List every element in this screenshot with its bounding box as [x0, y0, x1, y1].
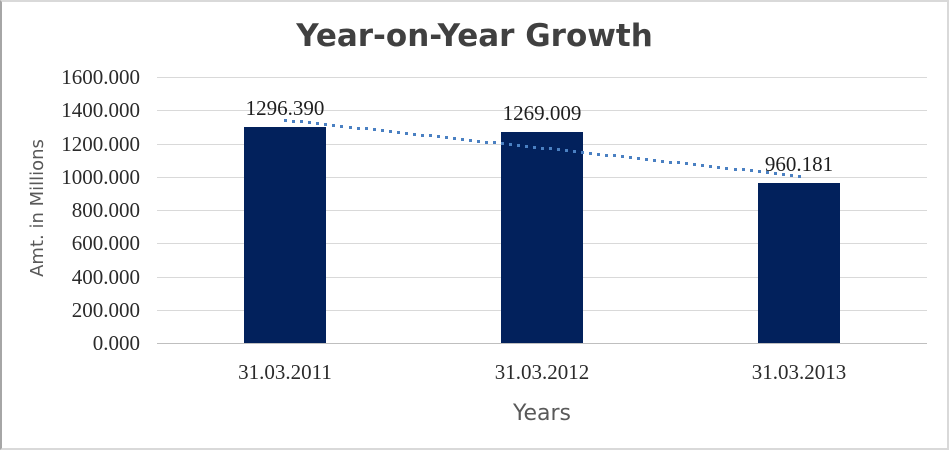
trendline-dot: [421, 134, 424, 137]
trendline-dot: [766, 171, 769, 174]
trendline-dot: [525, 145, 528, 148]
trendline-dot: [742, 168, 745, 171]
trendline-dot: [725, 167, 728, 170]
trendline-dot: [469, 139, 472, 142]
trendline-dot: [533, 146, 536, 149]
trendline-dot: [292, 120, 295, 123]
trendline-dot: [677, 161, 680, 164]
trendline-dot: [501, 142, 504, 145]
trendline-dot: [758, 170, 761, 173]
bar: [758, 183, 840, 343]
trendline-dot: [581, 151, 584, 154]
trendline-dot: [493, 141, 496, 144]
trendline-dot: [573, 150, 576, 153]
x-tick-label: 31.03.2011: [238, 360, 332, 384]
trendline-dot: [750, 169, 753, 172]
trendline-dot: [653, 159, 656, 162]
trendline-dot: [340, 125, 343, 128]
x-axis-line: [157, 343, 927, 344]
trendline-dot: [332, 124, 335, 127]
trendline-dot: [413, 133, 416, 136]
trendline-dot: [405, 132, 408, 135]
trendline-dot: [357, 127, 360, 130]
trendline-dot: [517, 144, 520, 147]
x-tick-label: 31.03.2012: [494, 360, 590, 384]
trendline-dot: [389, 130, 392, 133]
trendline-dot: [445, 136, 448, 139]
trendline-dot: [453, 137, 456, 140]
trendline-dot: [629, 156, 632, 159]
trendline-dot: [790, 174, 793, 177]
trendline-dot: [589, 152, 592, 155]
trendline-dot: [782, 173, 785, 176]
bar-data-label: 960.181: [764, 152, 834, 176]
trendline-dot: [798, 175, 801, 178]
trendline-dot: [349, 126, 352, 129]
chart-title: Year-on-Year Growth: [296, 18, 653, 54]
trendline-dot: [717, 166, 720, 169]
trendline-dot: [565, 149, 568, 152]
y-tick-label: 800.000: [71, 198, 140, 222]
trendline-dot: [661, 160, 664, 163]
y-tick-label: 1600.000: [61, 65, 140, 89]
bar-data-label: 1269.009: [502, 101, 582, 125]
y-tick-label: 200.000: [71, 298, 140, 322]
bar: [501, 132, 583, 343]
trendline-dot: [685, 162, 688, 165]
trendline-dot: [477, 140, 480, 143]
trendline-dot: [693, 163, 696, 166]
trendline-dot: [509, 143, 512, 146]
bar-data-label: 1296.390: [245, 96, 325, 120]
trendline-dot: [373, 128, 376, 131]
y-tick-label: 1000.000: [61, 165, 140, 189]
trendline-dot: [549, 147, 552, 150]
trendline-dot: [381, 129, 384, 132]
gridline: [157, 77, 927, 78]
y-tick-label: 600.000: [71, 231, 140, 255]
trendline-dot: [645, 158, 648, 161]
trendline-dot: [597, 153, 600, 156]
trendline-dot: [637, 157, 640, 160]
trendline-dot: [485, 141, 488, 144]
gridline: [157, 110, 927, 111]
trendline-dot: [284, 119, 287, 122]
trendline-dot: [461, 138, 464, 141]
trendline-dot: [613, 154, 616, 157]
trendline-dot: [365, 127, 368, 130]
trendline-dot: [300, 120, 303, 123]
trendline-dot: [437, 135, 440, 138]
y-tick-label: 1400.000: [61, 98, 140, 122]
trendline-dot: [541, 147, 544, 150]
trendline-dot: [324, 123, 327, 126]
trendline-dot: [774, 172, 777, 175]
trendline-dot: [621, 155, 624, 158]
trendline-dot: [557, 148, 560, 151]
trendline-dot: [316, 122, 319, 125]
trendline-dot: [397, 131, 400, 134]
trendline-dot: [429, 134, 432, 137]
y-tick-label: 0.000: [92, 331, 140, 355]
trendline-dot: [669, 161, 672, 164]
bar: [244, 127, 326, 343]
x-tick-label: 31.03.2013: [751, 360, 847, 384]
y-tick-label: 400.000: [71, 265, 140, 289]
x-axis-title: Years: [512, 401, 572, 426]
trendline-dot: [605, 154, 608, 157]
trendline-dot: [734, 168, 737, 171]
trendline-dot: [308, 121, 311, 124]
trendline-dot: [709, 165, 712, 168]
y-tick-label: 1200.000: [61, 132, 140, 156]
trendline-dot: [701, 164, 704, 167]
